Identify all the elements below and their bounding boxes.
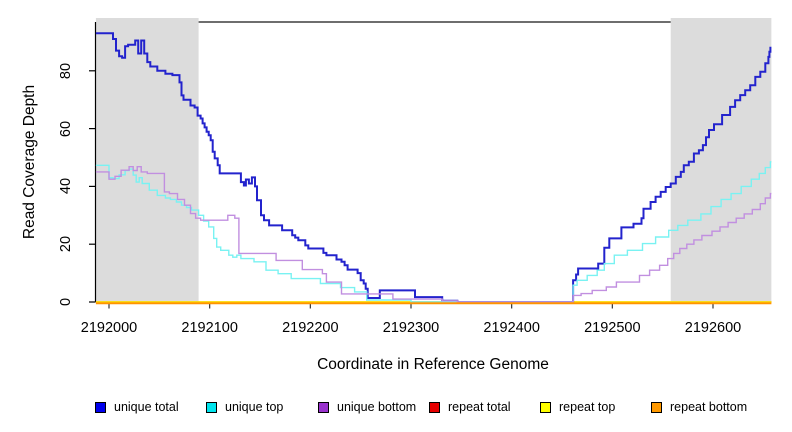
y-tick-label: 20 — [58, 236, 74, 253]
x-tick-label: 2192400 — [483, 320, 540, 336]
y-tick-label: 80 — [58, 62, 74, 79]
legend-item-label: unique total — [114, 400, 179, 414]
x-tick-label: 2192300 — [382, 320, 440, 336]
legend-item-label: unique bottom — [337, 400, 417, 414]
legend-item-label: unique top — [225, 400, 284, 414]
legend-swatch — [95, 401, 106, 413]
series-unique-bottom-line — [95, 166, 772, 303]
x-axis-title: Coordinate in Reference Genome — [317, 356, 549, 373]
legend-swatch — [651, 401, 662, 413]
series-unique-total-line — [95, 32, 772, 303]
legend-swatch — [540, 401, 551, 413]
x-tick-label: 2192200 — [282, 320, 339, 336]
legend-item: repeat total — [429, 400, 511, 414]
legend-swatch — [429, 401, 440, 413]
shaded-region-1 — [670, 18, 772, 302]
y-tick-label: 40 — [58, 178, 74, 195]
legend-item: unique bottom — [318, 400, 416, 414]
legend-swatch — [206, 401, 217, 413]
legend-item: repeat bottom — [651, 400, 747, 414]
legend-swatch — [318, 401, 329, 413]
x-tick-label: 2192500 — [584, 320, 641, 336]
legend-item: repeat top — [540, 400, 615, 414]
legend-item-label: repeat bottom — [670, 400, 748, 414]
series-unique-top-line — [95, 161, 772, 303]
x-tick-label: 2192100 — [181, 320, 238, 336]
y-tick-label: 60 — [58, 120, 74, 137]
x-tick-label: 2192000 — [80, 320, 138, 336]
y-tick-label: 0 — [58, 297, 74, 307]
legend-item-label: repeat top — [559, 400, 616, 414]
legend-item: unique top — [206, 400, 283, 414]
legend-item: unique total — [95, 400, 179, 414]
legend-item-label: repeat total — [448, 400, 511, 414]
y-axis-title: Read Coverage Depth — [21, 84, 38, 240]
x-tick-label: 2192600 — [684, 320, 742, 336]
shaded-region-0 — [95, 18, 199, 302]
